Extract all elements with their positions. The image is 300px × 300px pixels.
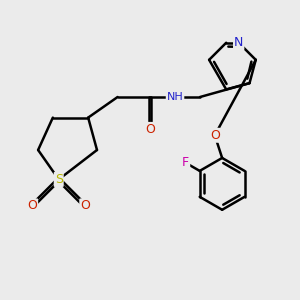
Text: S: S <box>55 173 63 186</box>
Text: N: N <box>234 36 243 49</box>
Text: F: F <box>182 156 189 169</box>
Text: O: O <box>210 129 220 142</box>
Text: O: O <box>145 123 155 136</box>
Text: O: O <box>27 200 37 212</box>
Text: NH: NH <box>167 92 183 102</box>
Text: O: O <box>80 200 90 212</box>
